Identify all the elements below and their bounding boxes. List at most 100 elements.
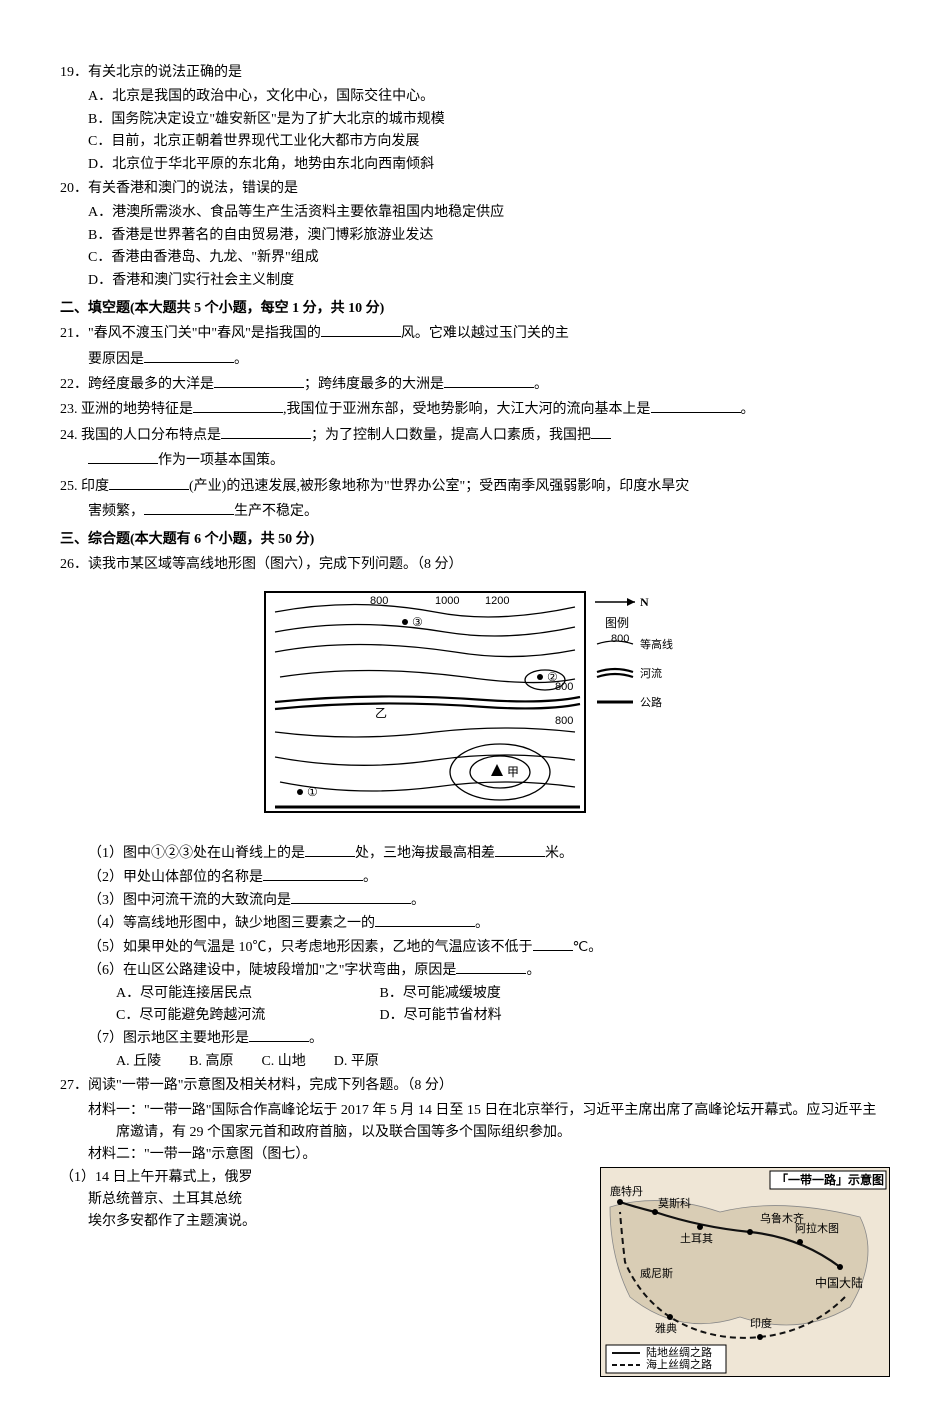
q23-t1: 23. 亚洲的地势特征是 [60,402,193,417]
blank [109,475,189,490]
q26-p6a: （6）在山区公路建设中，陡坡段增加"之"字状弯曲，原因是 [88,963,456,978]
q26-p6-b: B．尽可能减缓坡度 [380,986,501,1001]
q26-p7: （7）图示地区主要地形是 。 [60,1027,890,1050]
contour-svg: 800 1000 1200 800 800 ① ② ③ 甲 乙 N 图例 800… [235,582,715,832]
q24: 24. 我国的人口分布特点是；为了控制人口数量，提高人口素质，我国把 [60,424,890,447]
q26-p7b: 。 [309,1031,323,1046]
q27-stem: 27．阅读"一带一路"示意图及相关材料，完成下列各题。（8 分） [60,1075,890,1097]
q24-t3: 作为一项基本国策。 [158,453,284,468]
q20-opt-c: C．香港由香港岛、九龙、"新界"组成 [88,247,890,269]
q27-m2: 材料二："一带一路"示意图（图七）。 [60,1144,890,1166]
china-label: 中国大陆 [815,1275,863,1290]
blank [651,398,741,413]
belt-road-svg: 「一带一路」示意图 鹿特丹 莫斯科 土耳其 威尼斯 印度 乌鲁木齐 阿拉木图 雅… [600,1167,890,1377]
blank [144,500,234,515]
q26-p1a: （1）图中①②③处在山脊线上的是 [88,846,305,861]
q25-t2: (产业)的迅速发展,被形象地称为"世界办公室"；受西南季风强弱影响，印度水旱灾 [189,479,689,494]
q26-p4: （4）等高线地形图中，缺少地图三要素之一的。 [60,912,890,935]
marker-2: ② [547,670,558,684]
marker-yi: 乙 [375,706,387,720]
contour-800c: 800 [555,715,573,727]
q20-opt-a: A．港澳所需淡水、食品等生产生活资料主要依靠祖国内地稳定供应 [88,202,890,224]
blank [456,959,526,974]
legend-river: 河流 [640,666,662,680]
q21-line2: 要原因是 。 [60,348,890,371]
city-5: 印度 [750,1316,772,1330]
figure-6-contour-map: 800 1000 1200 800 800 ① ② ③ 甲 乙 N 图例 800… [60,582,890,832]
city-8: 雅典 [655,1321,677,1335]
q23-t3: 。 [741,402,755,417]
q26-p1: （1）图中①②③处在山脊线上的是 处，三地海拔最高相差 米。 [60,842,890,865]
blank [375,912,475,927]
q25-line2: 害频繁， 生产不稳定。 [60,500,890,523]
legend-contour: 等高线 [640,637,673,651]
marker-1: ① [307,785,318,799]
q26-p5: （5）如果甲处的气温是 10℃，只考虑地形因素，乙地的气温应该不低于℃。 [60,936,890,959]
q26-p6-opts-row1: A．尽可能连接居民点 B．尽可能减缓坡度 [60,983,890,1005]
q25-t3: 害频繁， [88,504,144,519]
q19-opt-a: A．北京是我国的政治中心，文化中心，国际交往中心。 [88,86,890,108]
q19-opt-b: B．国务院决定设立"雄安新区"是为了扩大北京的城市规模 [88,109,890,131]
north-arrow-label: N [640,595,649,609]
blank [591,424,611,439]
q20-stem: 20．有关香港和澳门的说法，错误的是 [60,178,890,200]
marker-jia: 甲 [507,765,519,779]
q20-options: A．港澳所需淡水、食品等生产生活资料主要依靠祖国内地稳定供应 B．香港是世界著名… [60,202,890,292]
blank [444,373,534,388]
q19-stem: 19．有关北京的说法正确的是 [60,62,890,84]
q27-body: 「一带一路」示意图 鹿特丹 莫斯科 土耳其 威尼斯 印度 乌鲁木齐 阿拉木图 雅… [60,1167,890,1377]
q26-p1b: 处，三地海拔最高相差 [355,846,495,861]
q20-opt-d: D．香港和澳门实行社会主义制度 [88,270,890,292]
blank [263,866,363,881]
q19-options: A．北京是我国的政治中心，文化中心，国际交往中心。 B．国务院决定设立"雄安新区… [60,86,890,176]
blank [321,322,401,337]
q26-p3: （3）图中河流干流的大致流向是 。 [60,889,890,912]
blank [305,842,355,857]
legend-contour-sample: 800 [611,633,629,645]
q21-t3: 要原因是 [88,352,144,367]
q24-line2: 作为一项基本国策。 [60,449,890,472]
blank [214,373,304,388]
q22: 22．跨经度最多的大洋是；跨纬度最多的大洲是。 [60,373,890,396]
q24-t1: 24. 我国的人口分布特点是 [60,428,221,443]
q22-t1: 22．跨经度最多的大洋是 [60,377,214,392]
q19-opt-c: C．目前，北京正朝着世界现代工业化大都市方向发展 [88,131,890,153]
q26-stem: 26．读我市某区域等高线地形图（图六），完成下列问题。（8 分） [60,554,890,576]
legend-title: 图例 [605,616,629,630]
blank [249,1027,309,1042]
legend-land: 陆地丝绸之路 [646,1345,712,1359]
q26-p2: （2）甲处山体部位的名称是 。 [60,866,890,889]
q25: 25. 印度(产业)的迅速发展,被形象地称为"世界办公室"；受西南季风强弱影响，… [60,475,890,498]
contour-800: 800 [370,595,388,607]
q20-opt-b: B．香港是世界著名的自由贸易港，澳门博彩旅游业发达 [88,225,890,247]
q26-p7a: （7）图示地区主要地形是 [88,1031,249,1046]
q26-p6-c: C．尽可能避免跨越河流 [116,1005,376,1027]
q26-p6-d: D．尽可能节省材料 [380,1008,502,1023]
section-2-title: 二、填空题(本大题共 5 个小题，每空 1 分，共 10 分) [60,298,890,320]
q26-p3a: （3）图中河流干流的大致流向是 [88,893,291,908]
q23: 23. 亚洲的地势特征是,我国位于亚洲东部，受地势影响，大江大河的流向基本上是。 [60,398,890,421]
q26-p2a: （2）甲处山体部位的名称是 [88,870,263,885]
blank [495,842,545,857]
map-title: 「一带一路」示意图 [776,1172,884,1187]
q21: 21．"春风不渡玉门关"中"春风"是指我国的风。它难以越过玉门关的主 [60,322,890,345]
q27-m1: 材料一："一带一路"国际合作高峰论坛于 2017 年 5 月 14 日至 15 … [88,1100,890,1145]
q26-p3b: 。 [411,893,425,908]
q22-t2: ；跨纬度最多的大洲是 [304,377,444,392]
q21-t4: 。 [234,352,248,367]
figure-7-belt-road-map: 「一带一路」示意图 鹿特丹 莫斯科 土耳其 威尼斯 印度 乌鲁木齐 阿拉木图 雅… [600,1167,890,1377]
city-2: 莫斯科 [658,1196,691,1210]
city-4: 威尼斯 [640,1267,673,1280]
q26-p2b: 。 [363,870,377,885]
q25-t4: 生产不稳定。 [234,504,318,519]
city-1: 鹿特丹 [610,1184,643,1198]
contour-1200: 1200 [485,595,509,607]
city-7: 阿拉木图 [795,1221,839,1235]
section-3-title: 三、综合题(本大题有 6 个小题，共 50 分) [60,529,890,551]
q26-p4b: 。 [475,916,489,931]
city-3: 土耳其 [680,1232,713,1245]
q26-p5a: （5）如果甲处的气温是 10℃，只考虑地形因素，乙地的气温应该不低于 [88,940,533,955]
q26-p6b: 。 [526,963,540,978]
q26-p1c: 米。 [545,846,573,861]
blank [221,424,311,439]
